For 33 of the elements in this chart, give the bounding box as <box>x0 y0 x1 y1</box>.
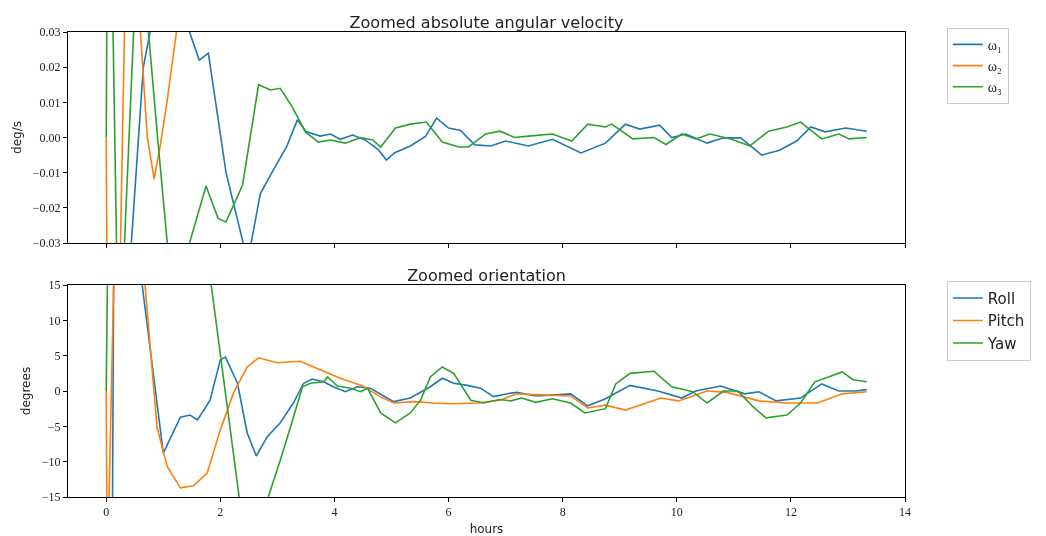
legend-label: ω₃ <box>987 80 1003 96</box>
legend-label: Yaw <box>986 334 1017 353</box>
x-tick-label: 6 <box>445 505 452 520</box>
legend-label: ω₂ <box>987 59 1003 75</box>
y-tick-label: 0.01 <box>39 95 61 110</box>
x-tick-label: 14 <box>899 505 911 520</box>
y-tick-label: 15 <box>48 278 61 293</box>
y-axis-title: degrees <box>19 366 34 416</box>
chart-title: Zoomed absolute angular velocity <box>349 13 624 32</box>
legend-label: Pitch <box>987 312 1025 331</box>
y-tick-label: 0 <box>54 384 61 399</box>
y-tick-label: −10 <box>41 454 61 469</box>
x-axis-title: hours <box>469 522 504 536</box>
y-tick-label: 0.02 <box>39 60 61 75</box>
x-tick-label: 12 <box>784 505 797 520</box>
y-tick-label: −0.03 <box>32 236 61 251</box>
x-tick-label: 4 <box>331 505 338 520</box>
y-tick-label: −0.02 <box>32 201 61 216</box>
y-tick-label: 10 <box>48 313 61 328</box>
y-tick-label: 0.03 <box>39 25 61 40</box>
y-tick-label: −15 <box>41 490 61 505</box>
y-tick-label: −0.01 <box>32 165 61 180</box>
legend-label: ω₁ <box>987 37 1002 53</box>
x-tick-label: 10 <box>670 505 683 520</box>
chart-title: Zoomed orientation <box>407 266 566 285</box>
x-tick-label: 2 <box>217 505 224 520</box>
x-tick-label: 8 <box>559 505 566 520</box>
y-axis-title: deg/s <box>10 121 25 154</box>
y-tick-label: 5 <box>54 348 61 363</box>
y-tick-label: 0.00 <box>39 130 61 145</box>
y-tick-label: −5 <box>47 419 61 434</box>
x-tick-label: 0 <box>103 505 110 520</box>
legend-label: Roll <box>987 289 1016 308</box>
